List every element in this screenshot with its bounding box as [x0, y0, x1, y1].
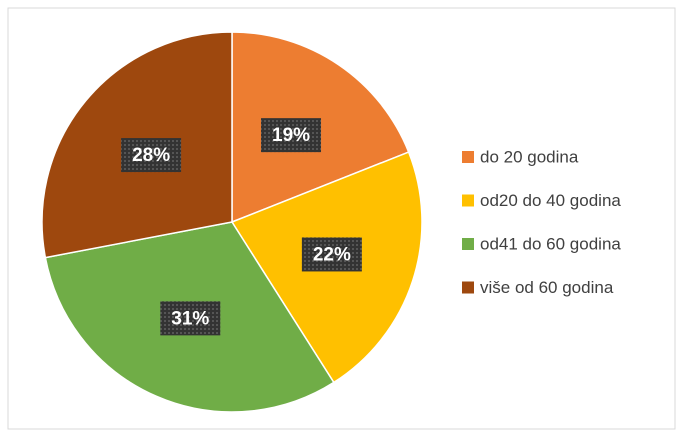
data-label-box	[121, 138, 182, 173]
data-label-box	[160, 301, 221, 336]
legend-swatch	[462, 151, 474, 163]
legend-swatch	[462, 281, 474, 294]
legend-swatch	[462, 194, 474, 207]
data-label: 28%	[132, 145, 170, 166]
legend-label: od41 do 60 godina	[480, 234, 621, 253]
legend-swatch	[462, 238, 474, 250]
data-label: 19%	[272, 125, 310, 146]
data-label-box	[301, 237, 362, 272]
data-label: 22%	[313, 244, 351, 265]
data-label-box	[261, 118, 322, 153]
legend-label: do 20 godina	[480, 147, 579, 166]
legend-label: više od 60 godina	[480, 278, 614, 297]
legend-label: od20 do 40 godina	[480, 191, 621, 210]
data-label: 31%	[171, 308, 209, 329]
